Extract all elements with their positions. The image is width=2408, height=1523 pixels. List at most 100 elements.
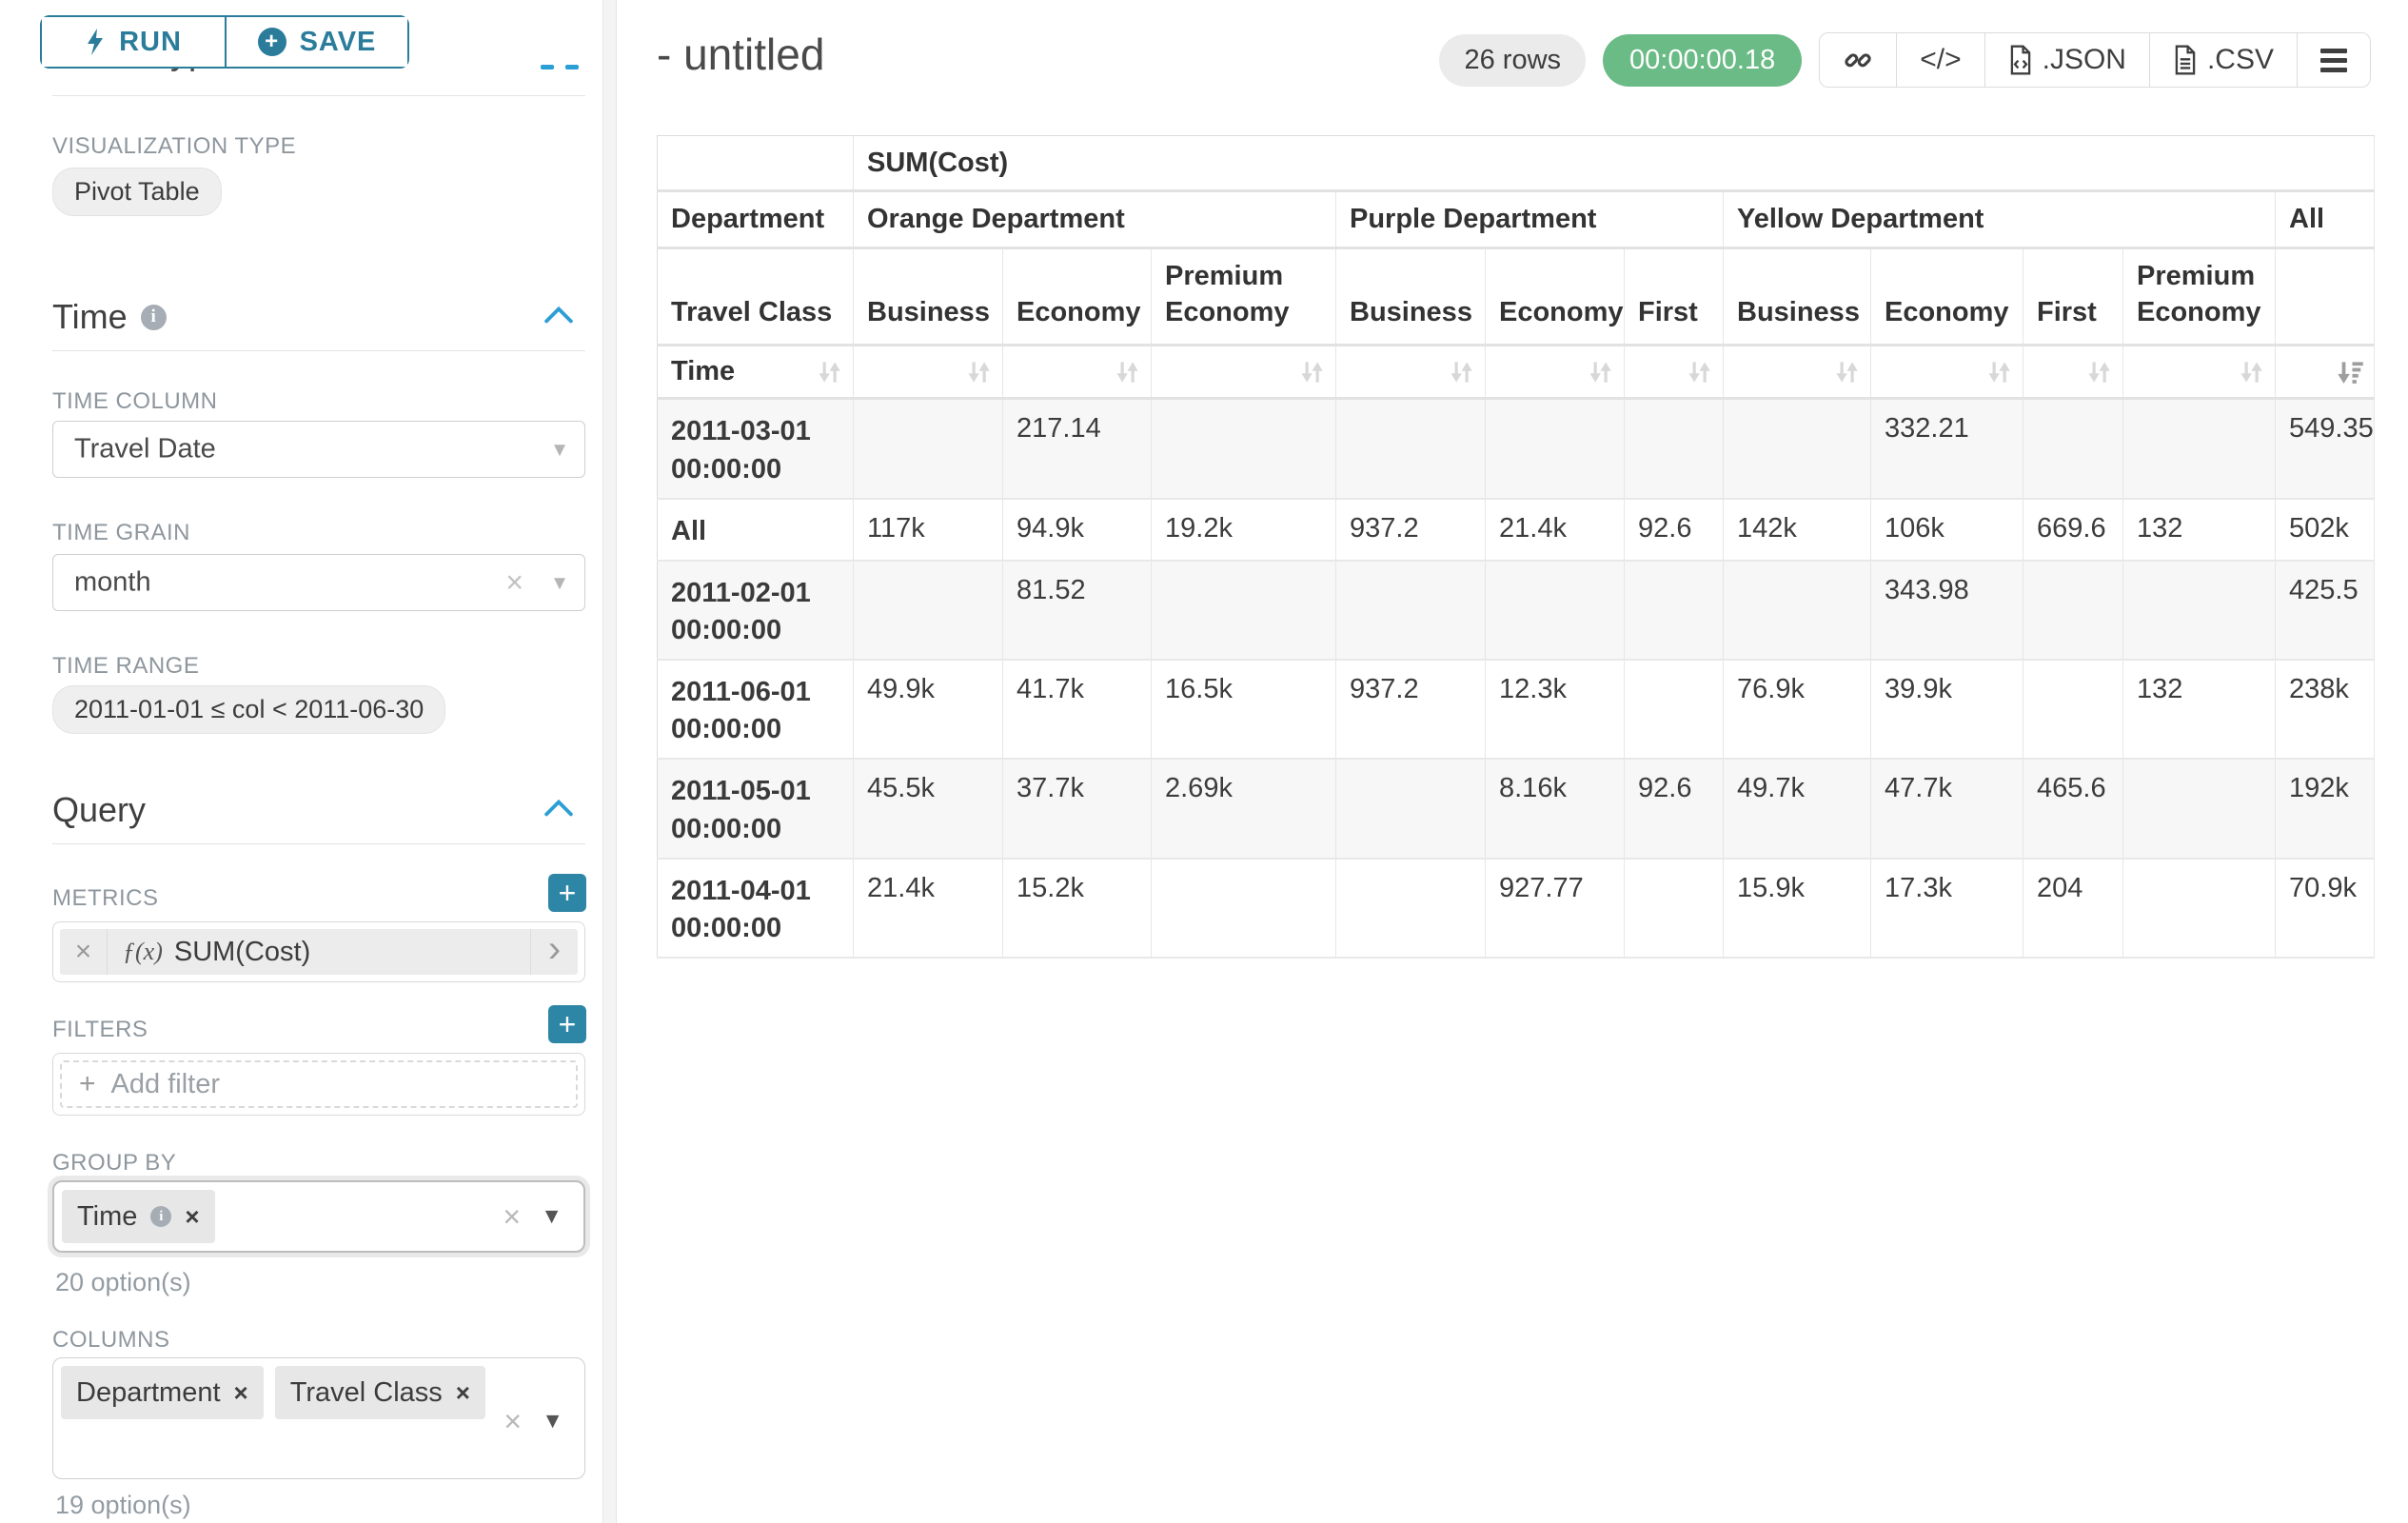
clear-icon[interactable]: × (503, 1199, 521, 1234)
pivot-table-container: SUM(Cost) Department Orange Department Pu… (657, 135, 2375, 959)
sort-icon[interactable] (1297, 358, 1326, 386)
table-row: 2011-03-01 00:00:00 217.14 332.21 549.35 (657, 398, 2375, 500)
travel-class-header: Economy (1002, 247, 1152, 347)
sort-header-all-active[interactable] (2275, 345, 2375, 401)
time-column-select[interactable]: Travel Date ▾ (52, 421, 585, 478)
chart-title[interactable]: - untitled (657, 30, 825, 79)
value-cell: 192k (2275, 759, 2375, 860)
table-row: All 117k 94.9k 19.2k 937.2 21.4k 92.6 142k 106k 6… (657, 498, 2375, 562)
value-cell: 21.4k (1485, 498, 1625, 562)
group-by-label: GROUP BY (52, 1150, 177, 1176)
divider (52, 95, 585, 96)
column-group-header: Orange Department (853, 190, 1336, 249)
time-range-pill[interactable]: 2011-01-01 ≤ col < 2011-06-30 (52, 685, 446, 734)
control-panel: Chart Type RUN + SAVE VISUALIZATION TYPE… (0, 0, 617, 1523)
sort-icon[interactable] (1113, 358, 1141, 386)
add-filter-dropzone[interactable]: + Add filter (60, 1060, 578, 1108)
metric-pill[interactable]: × ƒ(x) SUM(Cost) › (60, 928, 578, 975)
remove-option-icon[interactable]: × (455, 1377, 470, 1407)
selected-option-pill[interactable]: Travel Class × (274, 1366, 485, 1419)
columns-options-hint: 19 option(s) (55, 1491, 191, 1519)
travel-class-header: Economy (1485, 247, 1625, 347)
value-cell: 49.7k (1723, 759, 1871, 860)
value-cell: 142k (1723, 498, 1871, 562)
value-cell (1151, 560, 1336, 662)
value-cell: 502k (2275, 498, 2375, 562)
value-cell: 669.6 (2023, 498, 2123, 562)
sort-header[interactable] (2023, 345, 2123, 401)
sort-header[interactable] (2122, 345, 2276, 401)
row-label: 2011-02-01 00:00:00 (657, 560, 854, 662)
sort-icon[interactable] (2084, 358, 2113, 386)
sort-header[interactable] (1151, 345, 1336, 401)
filters-field: + Add filter (52, 1053, 585, 1116)
sort-header[interactable] (853, 345, 1003, 401)
time-section-title: Time i (52, 297, 167, 337)
export-csv-button[interactable]: .CSV (2148, 33, 2297, 87)
value-cell (1151, 858, 1336, 959)
row-label: All (657, 498, 854, 562)
sort-icon[interactable] (815, 358, 843, 386)
sort-header[interactable] (1335, 345, 1486, 401)
sort-header[interactable] (1870, 345, 2023, 401)
collapse-chevron-icon[interactable] (543, 306, 574, 328)
plus-icon: + (79, 1068, 96, 1099)
query-section-title: Query (52, 790, 147, 829)
time-range-label: TIME RANGE (52, 653, 200, 679)
view-query-button[interactable]: </> (1896, 33, 1984, 87)
chevron-right-icon[interactable]: › (530, 928, 578, 975)
metrics-field: × ƒ(x) SUM(Cost) › (52, 921, 585, 982)
sort-icon[interactable] (2237, 358, 2265, 386)
sort-header[interactable] (1485, 345, 1625, 401)
remove-option-icon[interactable]: × (233, 1377, 248, 1407)
info-icon[interactable]: i (150, 1206, 172, 1227)
menu-button[interactable] (2297, 33, 2370, 87)
value-cell: 16.5k (1151, 660, 1336, 761)
value-cell: 37.7k (1002, 759, 1152, 860)
info-icon[interactable]: i (140, 304, 167, 330)
run-button[interactable]: RUN (42, 17, 225, 67)
add-metric-button[interactable]: + (548, 874, 586, 912)
clear-icon[interactable]: × (505, 564, 523, 600)
viz-type-pill[interactable]: Pivot Table (52, 168, 222, 216)
row-label: 2011-03-01 00:00:00 (657, 398, 854, 500)
selected-option-pill[interactable]: Time i × (62, 1190, 215, 1243)
share-link-button[interactable] (1820, 33, 1897, 87)
time-sort-header[interactable]: Time (657, 345, 854, 401)
value-cell: 15.2k (1002, 858, 1152, 959)
value-cell: 204 (2023, 858, 2123, 959)
time-grain-select[interactable]: month × ▾ (52, 554, 585, 611)
clear-icon[interactable]: × (503, 1404, 522, 1438)
value-cell (1624, 858, 1724, 959)
sort-header[interactable] (1723, 345, 1871, 401)
sort-desc-icon[interactable] (2336, 358, 2364, 386)
chevron-down-icon[interactable]: ▼ (541, 1203, 563, 1228)
query-timer-badge: 00:00:00.18 (1603, 33, 1803, 87)
group-by-select[interactable]: Time i × × ▼ (52, 1180, 585, 1253)
sort-icon[interactable] (1447, 358, 1475, 386)
add-filter-button[interactable]: + (548, 1005, 586, 1043)
result-controls: 26 rows 00:00:00.18 </> (1439, 32, 2371, 88)
value-cell (1624, 398, 1724, 500)
sort-icon[interactable] (964, 358, 993, 386)
sort-header[interactable] (1624, 345, 1724, 401)
chevron-down-icon[interactable]: ▼ (542, 1408, 563, 1433)
value-cell (1335, 398, 1486, 500)
value-cell (1485, 398, 1625, 500)
function-icon: ƒ(x) (123, 938, 163, 965)
value-cell: 94.9k (1002, 498, 1152, 562)
sort-icon[interactable] (1832, 358, 1861, 386)
remove-option-icon[interactable]: × (185, 1201, 200, 1231)
export-json-button[interactable]: .JSON (1984, 33, 2149, 87)
save-button[interactable]: + SAVE (225, 17, 407, 67)
scrollbar[interactable] (602, 0, 616, 1523)
columns-select[interactable]: Department × Travel Class × × ▼ (52, 1357, 585, 1479)
selected-option-pill[interactable]: Department × (61, 1366, 264, 1419)
sort-icon[interactable] (1586, 358, 1614, 386)
collapse-chevron-icon[interactable] (543, 799, 574, 821)
pivot-table: SUM(Cost) Department Orange Department Pu… (657, 135, 2375, 959)
remove-metric-icon[interactable]: × (60, 929, 108, 975)
sort-header[interactable] (1002, 345, 1152, 401)
sort-icon[interactable] (1984, 358, 2013, 386)
sort-icon[interactable] (1685, 358, 1713, 386)
